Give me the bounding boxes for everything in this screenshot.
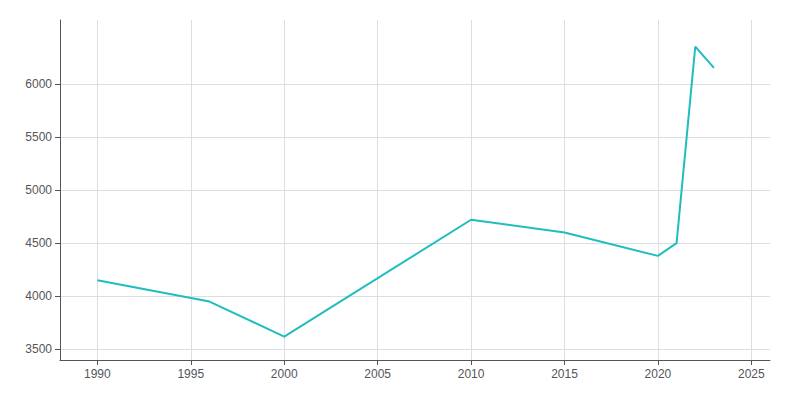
svg-text:2000: 2000 [271, 367, 298, 381]
svg-text:1990: 1990 [84, 367, 111, 381]
svg-text:3500: 3500 [25, 342, 52, 356]
svg-text:2010: 2010 [458, 367, 485, 381]
svg-text:2005: 2005 [364, 367, 391, 381]
svg-text:1995: 1995 [177, 367, 204, 381]
svg-text:4500: 4500 [25, 236, 52, 250]
svg-text:2025: 2025 [738, 367, 765, 381]
svg-text:6000: 6000 [25, 77, 52, 91]
svg-text:2015: 2015 [551, 367, 578, 381]
svg-text:2020: 2020 [645, 367, 672, 381]
svg-text:4000: 4000 [25, 289, 52, 303]
svg-text:5500: 5500 [25, 130, 52, 144]
svg-text:5000: 5000 [25, 183, 52, 197]
